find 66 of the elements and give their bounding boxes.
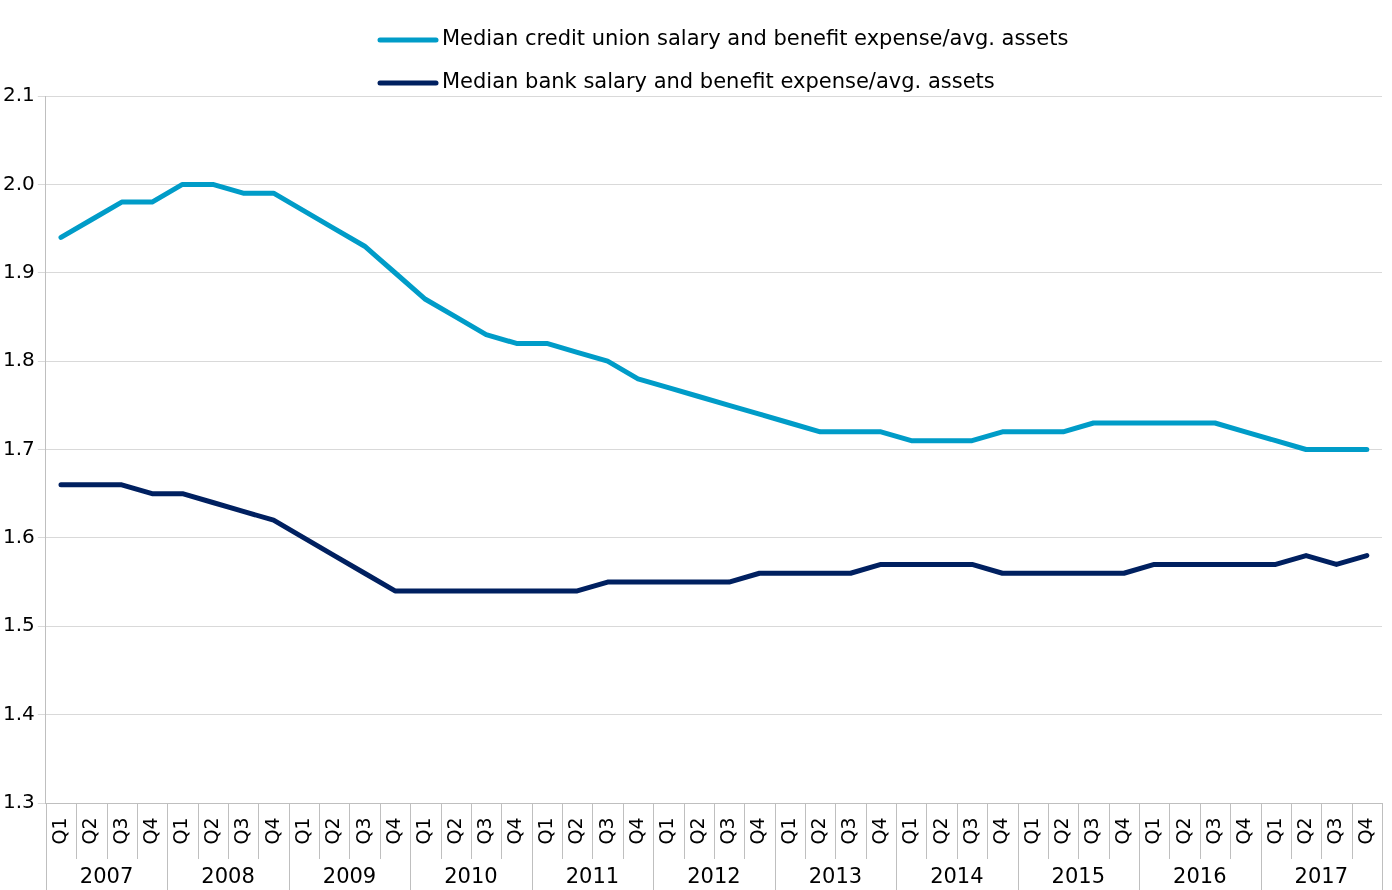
x-tick-label: Q2 [928,817,951,845]
y-tick-label: 1.8 [2,347,35,372]
x-tick-label: Q2 [685,817,708,845]
x-tick-label: Q2 [321,817,344,845]
text: 2017 [1294,864,1348,889]
x-tick-label: Q3 [1323,817,1346,845]
x-tick-label: Q4 [503,817,526,845]
text: 2011 [565,864,620,889]
y-tick-label: 1.4 [2,700,35,725]
text: 2012 [687,864,741,889]
x-tick-label: Q1 [1141,817,1164,845]
text: 2014 [930,864,984,889]
x-tick-label: Q1 [1262,817,1285,845]
x-tick-label: Q1 [776,817,799,845]
x-tick-label: Q3 [594,817,617,845]
x-tick-label: Q2 [442,817,465,845]
x-tick-label: Q4 [260,817,283,845]
text: 2009 [322,864,377,889]
x-tick-label: Q1 [898,817,921,845]
text: 2016 [1173,864,1227,889]
x-tick-label: Q4 [1232,817,1255,845]
x-tick-label: Q3 [1201,817,1224,845]
x-tick-label: Q1 [47,817,70,845]
x-tick-label: Q4 [139,817,162,845]
x-tick-label: Q1 [533,817,556,845]
text: 2013 [808,864,863,889]
y-tick-label: 1.9 [2,258,35,283]
legend-label: Median credit union salary and benefit expense/avg. assets [442,26,1069,51]
x-tick-label: Q4 [624,817,647,845]
text: 2015 [1051,864,1106,889]
y-tick-label: 1.5 [2,612,35,637]
x-tick-label: Q2 [1293,817,1316,845]
x-tick-label: Q1 [655,817,678,845]
y-tick-label: 1.3 [2,789,35,814]
y-tick-label: 1.6 [2,524,35,549]
x-tick-label: Q2 [1171,817,1194,845]
x-tick-label: Q3 [108,817,131,845]
x-tick-label: Q3 [230,817,253,845]
x-tick-label: Q3 [837,817,860,845]
x-tick-label: Q3 [716,817,739,845]
x-tick-label: Q4 [867,817,890,845]
text: 2007 [79,864,134,889]
x-tick-label: Q4 [989,817,1012,845]
x-tick-label: Q4 [1353,817,1376,845]
text: 2008 [201,864,255,889]
x-tick-label: Q2 [199,817,222,845]
x-tick-label: Q1 [290,817,313,845]
legend-label: Median bank salary and benefit expense/avg. assets [442,69,995,94]
y-tick-label: 2.1 [2,82,35,107]
x-tick-label: Q3 [1080,817,1103,845]
x-tick-label: Q4 [381,817,404,845]
x-tick-label: Q3 [473,817,496,845]
x-tick-label: Q2 [1050,817,1073,845]
x-tick-label: Q3 [958,817,981,845]
y-tick-label: 1.7 [2,435,35,460]
x-tick-label: Q2 [78,817,101,845]
x-tick-label: Q2 [807,817,830,845]
x-tick-label: Q1 [1019,817,1042,845]
x-tick-label: Q4 [746,817,769,845]
text: 2010 [444,864,498,889]
x-tick-label: Q1 [169,817,192,845]
x-tick-label: Q1 [412,817,435,845]
y-tick-label: 2.0 [2,170,35,195]
x-tick-label: Q3 [351,817,374,845]
x-tick-label: Q4 [1110,817,1133,845]
x-tick-label: Q2 [564,817,587,845]
